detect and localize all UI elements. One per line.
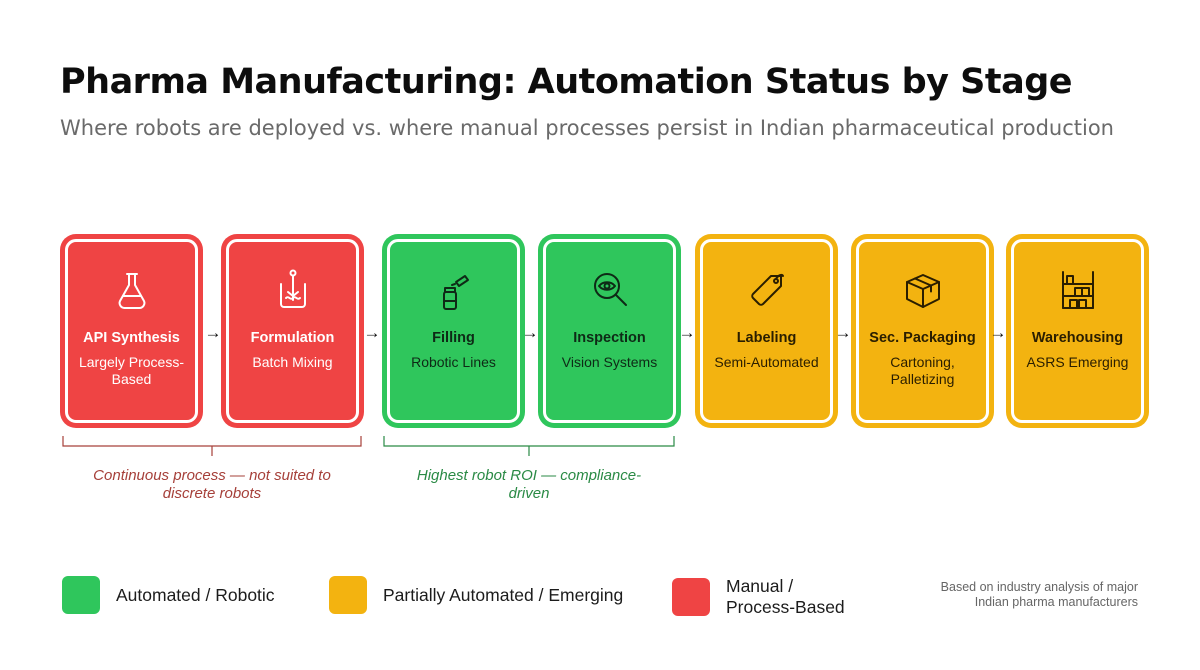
legend-swatch-orange (329, 576, 367, 614)
box-icon (859, 264, 986, 316)
legend-swatch-red (672, 578, 710, 616)
stage-desc: Largely Process-Based (78, 354, 185, 387)
stage-card-labeling: Labeling Semi-Automated (695, 234, 838, 428)
legend-item-automated: Automated / Robotic (62, 576, 275, 614)
stage-card-warehousing: Warehousing ASRS Emerging (1006, 234, 1149, 428)
group-note-manual: Continuous process — not suited to discr… (93, 467, 331, 502)
flow-arrow: → (363, 323, 381, 342)
flask-icon (68, 264, 195, 316)
flow-arrow: → (989, 323, 1007, 342)
stage-card-sec-packaging: Sec. Packaging Cartoning, Palletizing (851, 234, 994, 428)
shelving-icon (1014, 264, 1141, 316)
eye-magnifier-icon (546, 264, 673, 316)
flow-arrow: → (204, 323, 222, 342)
diagram-title: Pharma Manufacturing: Automation Status … (60, 62, 1073, 102)
diagram-subtitle: Where robots are deployed vs. where manu… (60, 116, 1114, 140)
group-bracket-manual (62, 436, 362, 456)
flow-arrow: → (678, 323, 696, 342)
stage-desc: Cartoning, Palletizing (890, 354, 955, 387)
stage-name: Formulation (250, 330, 335, 346)
stage-name: Inspection (573, 330, 646, 346)
stage-desc: Semi-Automated (714, 354, 819, 370)
stage-desc: Robotic Lines (411, 354, 496, 370)
stage-name: Filling (432, 330, 475, 346)
stage-name: Sec. Packaging (869, 330, 976, 346)
stage-name: Warehousing (1031, 330, 1124, 346)
legend-label: Partially Automated / Emerging (383, 584, 624, 605)
vial-filling-icon (390, 264, 517, 316)
stage-card-inspection: Inspection Vision Systems (538, 234, 681, 428)
tag-icon (703, 264, 830, 316)
legend-swatch-green (62, 576, 100, 614)
source-note: Based on industry analysis of major Indi… (940, 580, 1138, 609)
stage-card-api-synthesis: API Synthesis Largely Process-Based (60, 234, 203, 428)
stage-desc: Vision Systems (561, 354, 658, 370)
group-bracket-automated (383, 436, 675, 456)
stage-card-formulation: Formulation Batch Mixing (221, 234, 364, 428)
legend-label: Manual / Process-Based (726, 576, 845, 617)
mixing-beaker-icon (229, 264, 356, 316)
legend-item-manual: Manual / Process-Based (672, 576, 856, 618)
stage-desc: ASRS Emerging (1026, 354, 1129, 370)
flow-arrow: → (834, 323, 852, 342)
flow-arrow: → (521, 323, 539, 342)
legend-item-partial: Partially Automated / Emerging (329, 576, 623, 614)
stage-desc: Batch Mixing (252, 354, 333, 370)
stage-card-filling: Filling Robotic Lines (382, 234, 525, 428)
legend-label: Automated / Robotic (116, 584, 275, 605)
group-note-automated: Highest robot ROI — compliance-driven (416, 467, 642, 502)
stage-name: API Synthesis (83, 330, 180, 346)
stage-name: Labeling (736, 330, 797, 346)
